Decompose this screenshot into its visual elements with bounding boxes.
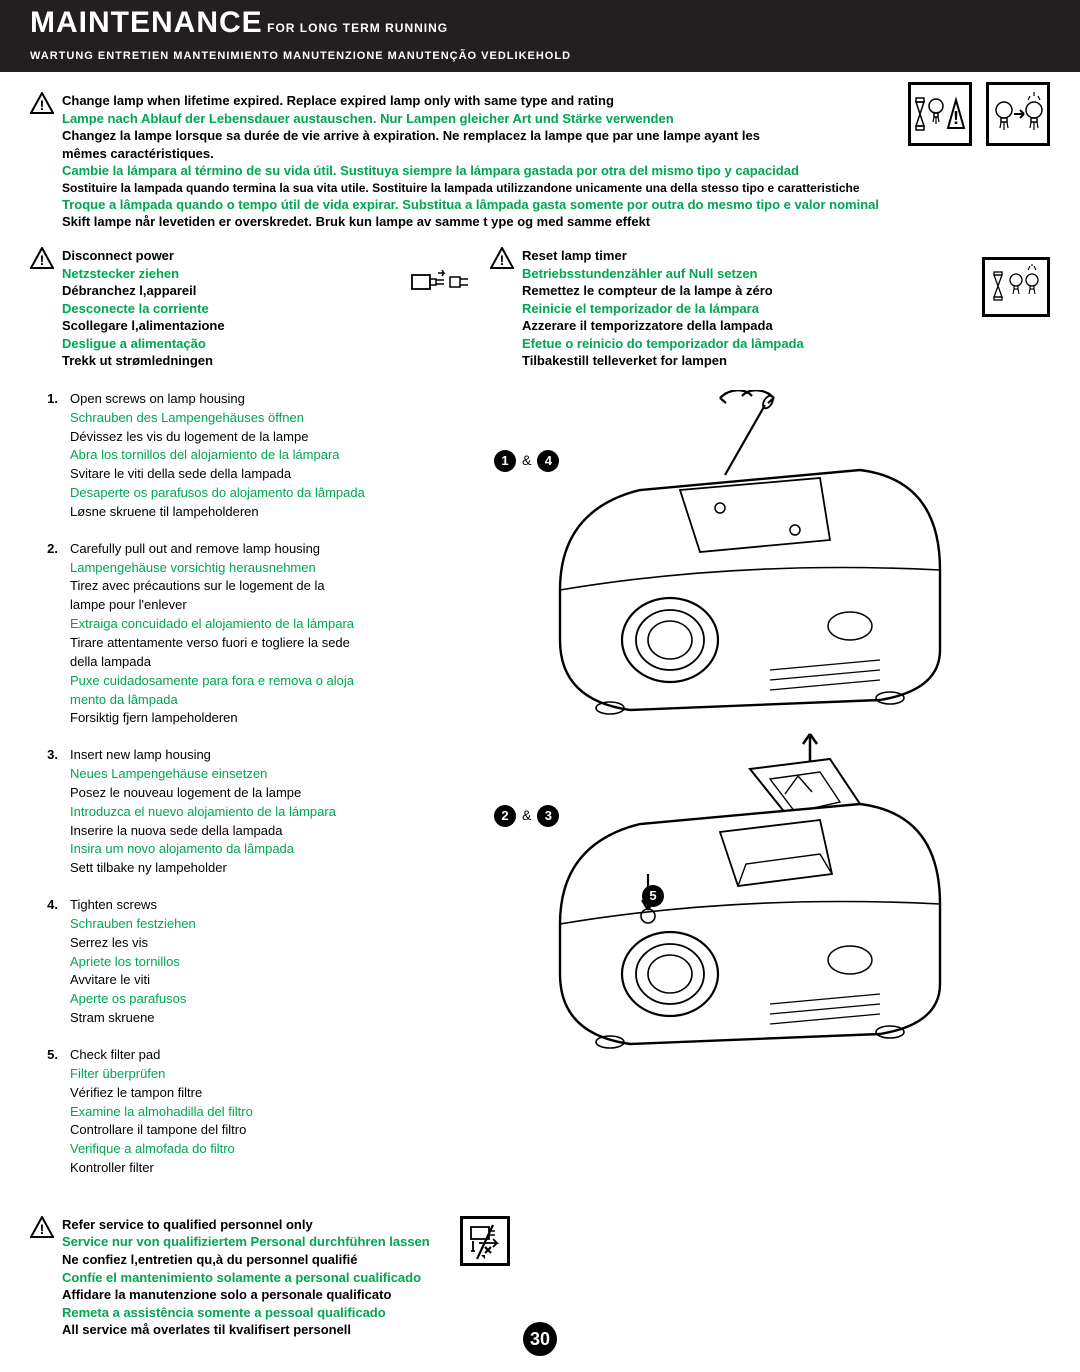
steps-column: 1. Open screws on lamp housingSchrauben …: [30, 390, 490, 1196]
plug-icon: [410, 267, 470, 302]
header-langs: WARTUNG ENTRETIEN MANTENIMIENTO MANUTENZ…: [30, 50, 1050, 62]
hourglass-warning-icon: !: [908, 82, 972, 146]
intro-warning: ! Change lamp when lifetime expired. Rep…: [30, 92, 1050, 231]
disconnect-block: Disconnect power Netzstecker ziehen Débr…: [62, 247, 225, 370]
warning-triangle-icon: !: [30, 247, 54, 274]
reset-block: Reset lamp timer Betriebsstundenzähler a…: [522, 247, 804, 370]
warning-triangle-icon: !: [30, 92, 54, 119]
page-title: MAINTENANCE: [30, 6, 263, 39]
step-badge-5: 5: [638, 885, 668, 907]
illustration-column: 1&4: [490, 390, 1050, 1196]
svg-text:!: !: [500, 252, 505, 268]
header-bar: MAINTENANCE FOR LONG TERM RUNNING WARTUN…: [0, 0, 1080, 72]
intro-text: Change lamp when lifetime expired. Repla…: [62, 92, 879, 231]
svg-text:!: !: [40, 1221, 45, 1237]
service-block: Refer service to qualified personnel onl…: [62, 1216, 430, 1339]
lamp-replace-icon: [986, 82, 1050, 146]
top-icon-row: !: [908, 82, 1050, 146]
warning-triangle-icon: !: [490, 247, 514, 274]
step-badges-2-3: 2&3: [490, 805, 563, 827]
page-number: 30: [0, 1322, 1080, 1356]
projector-bottom-diagram: [520, 724, 960, 1064]
page-subtitle: FOR LONG TERM RUNNING: [267, 21, 448, 35]
svg-text:!: !: [953, 108, 959, 128]
svg-text:!: !: [40, 97, 45, 113]
warning-triangle-icon: !: [30, 1216, 54, 1243]
no-service-icon: [460, 1216, 510, 1266]
step-badges-1-4: 1&4: [490, 450, 563, 472]
svg-text:!: !: [40, 252, 45, 268]
hourglass-lamps-icon: [982, 257, 1050, 317]
projector-top-diagram: [520, 390, 960, 730]
